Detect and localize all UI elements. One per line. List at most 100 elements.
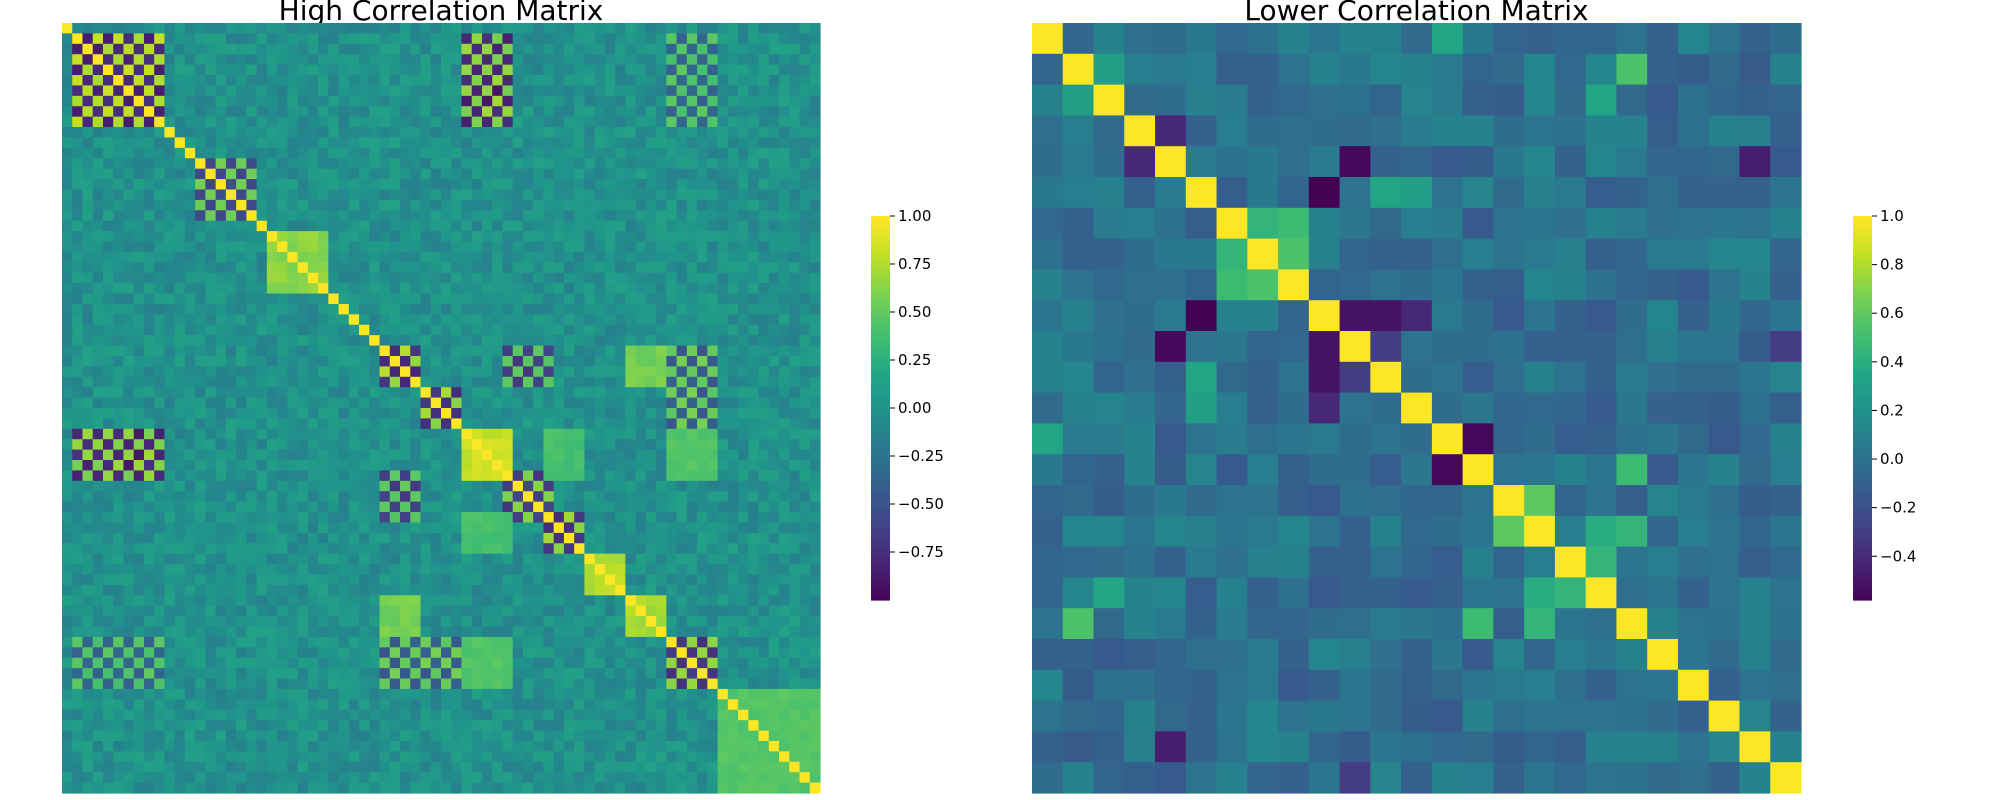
heatmap-cell	[789, 220, 801, 232]
heatmap-cell	[666, 231, 678, 243]
heatmap-cell	[369, 293, 381, 305]
heatmap-cell	[256, 231, 268, 243]
heatmap-cell	[717, 657, 729, 669]
heatmap-cell	[707, 553, 719, 565]
heatmap-cell	[256, 553, 268, 565]
heatmap-cell	[164, 699, 176, 711]
heatmap-cell	[584, 283, 596, 295]
heatmap-cell	[184, 33, 196, 45]
heatmap-cell	[113, 387, 125, 399]
heatmap-cell	[451, 501, 463, 513]
heatmap-cell	[584, 231, 596, 243]
heatmap-cell	[256, 189, 268, 201]
heatmap-cell	[420, 262, 432, 274]
heatmap-cell	[686, 387, 698, 399]
heatmap-cell	[789, 137, 801, 149]
heatmap-cell	[348, 231, 360, 243]
heatmap-cell	[748, 43, 760, 55]
heatmap-cell	[471, 491, 483, 503]
heatmap-cell	[318, 64, 329, 76]
heatmap-cell	[338, 699, 350, 711]
heatmap-cell	[266, 605, 278, 617]
heatmap-cell	[635, 231, 647, 243]
heatmap-cell	[205, 470, 217, 482]
heatmap-cell	[92, 688, 104, 700]
heatmap-cell	[174, 366, 186, 378]
heatmap-cell	[594, 501, 606, 513]
heatmap-cell	[676, 251, 688, 263]
heatmap-cell	[348, 439, 360, 451]
heatmap-cell	[758, 439, 770, 451]
heatmap-cell	[461, 688, 473, 700]
heatmap-cell	[676, 491, 688, 503]
heatmap-cell	[553, 709, 565, 721]
heatmap-cell	[697, 584, 708, 596]
heatmap-cell	[205, 293, 217, 305]
heatmap-cell	[758, 262, 770, 274]
heatmap-cell	[799, 397, 811, 409]
heatmap-cell	[359, 647, 370, 659]
heatmap-cell	[215, 168, 227, 180]
heatmap-cell	[359, 189, 370, 201]
heatmap-cell	[563, 626, 575, 638]
heatmap-cell	[113, 33, 125, 45]
heatmap-cell	[563, 23, 575, 35]
heatmap-cell	[102, 293, 114, 305]
heatmap-cell	[584, 501, 596, 513]
heatmap-cell	[215, 699, 227, 711]
heatmap-cell	[205, 231, 217, 243]
heatmap-cell	[164, 220, 176, 232]
heatmap-cell	[82, 678, 94, 690]
heatmap-cell	[379, 522, 391, 534]
heatmap-cell	[277, 522, 288, 534]
heatmap-cell	[92, 460, 104, 472]
heatmap-cell	[389, 335, 401, 347]
heatmap-cell	[154, 251, 166, 263]
heatmap-cell	[522, 439, 534, 451]
heatmap-cell	[82, 43, 94, 55]
heatmap-cell	[676, 595, 688, 607]
heatmap-cell	[359, 408, 370, 420]
heatmap-cell	[543, 355, 555, 367]
heatmap-cell	[451, 376, 463, 388]
heatmap-cell	[102, 574, 114, 586]
heatmap-cell	[287, 324, 299, 336]
heatmap-cell	[522, 23, 534, 35]
heatmap-cell	[123, 54, 135, 66]
heatmap-cell	[400, 626, 411, 638]
heatmap-cell	[113, 241, 125, 253]
heatmap-cell	[727, 543, 739, 555]
heatmap-cell	[205, 54, 217, 66]
heatmap-cell	[359, 376, 370, 388]
heatmap-cell	[615, 85, 626, 97]
heatmap-cell	[451, 85, 463, 97]
heatmap-cell	[604, 657, 616, 669]
heatmap-cell	[62, 480, 73, 492]
heatmap-cell	[584, 699, 596, 711]
heatmap-cell	[184, 584, 196, 596]
heatmap-cell	[656, 688, 667, 700]
heatmap-cell	[82, 262, 94, 274]
heatmap-cell	[164, 668, 176, 680]
heatmap-cell	[738, 501, 749, 513]
heatmap-cell	[72, 605, 84, 617]
heatmap-cell	[594, 43, 606, 55]
heatmap-cell	[574, 397, 586, 409]
heatmap-cell	[287, 241, 299, 253]
heatmap-cell	[62, 64, 73, 76]
heatmap-cell	[410, 314, 422, 326]
heatmap-cell	[666, 335, 678, 347]
heatmap-cell	[389, 501, 401, 513]
heatmap-cell	[738, 345, 749, 357]
heatmap-cell	[287, 262, 299, 274]
heatmap-cell	[348, 532, 360, 544]
heatmap-cell	[143, 54, 155, 66]
heatmap-cell	[62, 668, 73, 680]
heatmap-cell	[154, 168, 166, 180]
heatmap-cell	[553, 647, 565, 659]
heatmap-cell	[758, 376, 770, 388]
heatmap-cell	[266, 699, 278, 711]
heatmap-cell	[543, 85, 555, 97]
heatmap-cell	[174, 43, 186, 55]
heatmap-cell	[430, 543, 442, 555]
